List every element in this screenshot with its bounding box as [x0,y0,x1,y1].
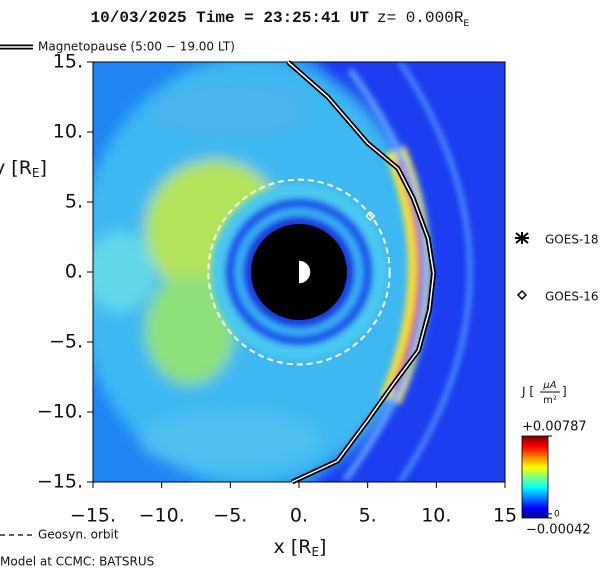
x-axis-label: x [RE] [274,536,327,559]
footer: Model at CCMC: BATSRUS [0,555,154,569]
magnetopause-line-core [287,61,435,483]
y-tick-label: −10. [37,401,83,423]
y-label-sub: E [32,166,40,180]
chart-title: 10/03/2025 Time = 23:25:41 UT z= 0.000RE [91,9,470,29]
x-tick-label: 0. [290,505,308,527]
colorbar-tick-label: −0.00042 [526,523,591,538]
colorbar-tick-label: 0 [554,509,560,519]
x-tick-label: −10. [139,505,185,527]
x-label-end: ] [319,536,326,558]
x-label-sub: E [311,545,319,559]
y-label-end: ] [40,157,47,179]
colorbar-label-end: ] [562,385,567,399]
y-tick-label: 5. [65,191,83,213]
x-label: x [R [274,536,312,558]
x-tick-label: 10. [421,505,451,527]
x-tick-label: −15. [70,505,116,527]
y-label: y [R [0,157,32,179]
y-axis-label: y [RE] [0,157,47,180]
title-main: 10/03/2025 Time = 23:25:41 UT [91,9,370,27]
y-tick-label: −15. [37,471,83,493]
colorbar-tick-label: +0.00787 [522,420,587,435]
legend-label: Magnetopause (5:00 − 19.00 LT) [38,40,235,54]
colorbar-unit-den: m² [543,395,557,406]
geosync-orbit [207,178,391,366]
colorbar-unit-num: μA [542,380,556,391]
y-tick-label: −5. [49,331,83,353]
title-sub: E [463,19,469,30]
goes16-symbol [516,289,528,301]
legend-label: Geosyn. orbit [38,528,119,542]
satellite-label: GOES-18 [545,233,599,247]
y-tick-label: 0. [65,261,83,283]
x-tick-label: 15 [493,505,517,527]
earth-night [287,260,299,284]
y-tick-label: 15. [53,51,83,73]
title-z: z= 0.000R [377,9,464,27]
goes18-symbol [515,232,529,244]
x-tick-label: −5. [213,505,247,527]
satellite-marker [365,210,376,222]
y-tick-label: 10. [53,121,83,143]
x-tick-label: 5. [359,505,377,527]
colorbar-label: J [ [521,385,534,399]
satellite-label: GOES-16 [545,290,599,304]
colorbar [521,435,549,519]
